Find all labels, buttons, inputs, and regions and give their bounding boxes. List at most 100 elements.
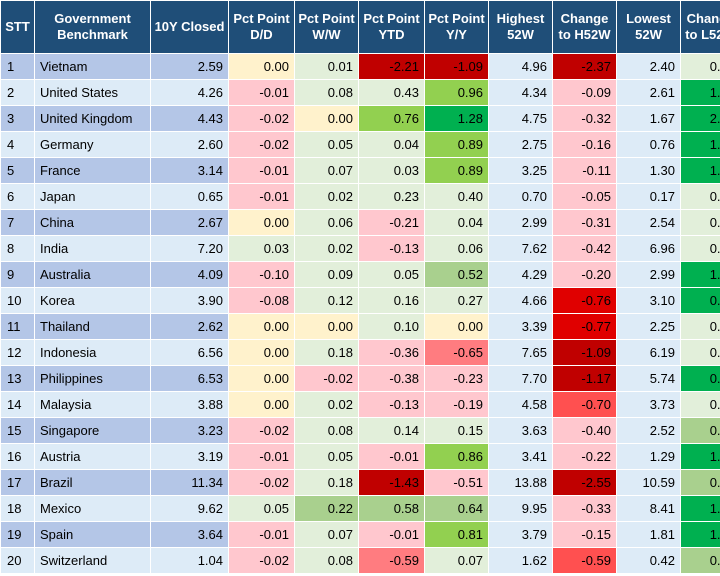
cell-closed: 3.23 xyxy=(150,417,229,444)
cell-closed: 3.64 xyxy=(150,521,229,548)
cell-benchmark: Philippines xyxy=(34,365,151,392)
table-row[interactable]: 2 United States 4.26 -0.01 0.08 0.43 0.96 4.34-… xyxy=(0,79,720,106)
table-row[interactable]: 5 France 3.14 -0.01 0.07 0.03 0.89 3.25 -0.11 1.3… xyxy=(0,157,720,184)
cell-ytd: 0.03 xyxy=(358,157,425,184)
cell-benchmark: Malaysia xyxy=(34,391,151,418)
cell-closed: 3.14 xyxy=(150,157,229,184)
cell-ch52: -0.40 xyxy=(552,417,617,444)
header-cl52[interactable]: Change to L52W xyxy=(680,0,720,54)
cell-stt: 17 xyxy=(0,469,35,496)
table-row[interactable]: 9 Australia 4.09 -0.10 0.09 0.05 0.52 4.29 -0.20… xyxy=(0,261,720,288)
header-ch52[interactable]: Change to H52W xyxy=(552,0,617,54)
table-row[interactable]: 13 Philippines 6.53 0.00 -0.02 -0.38 -0.23 7.70… xyxy=(0,365,720,392)
cell-dd: -0.10 xyxy=(228,261,295,288)
header-dd[interactable]: Pct Point D/D xyxy=(228,0,295,54)
cell-l52: 0.76 xyxy=(616,131,681,158)
table-row[interactable]: 8 India 7.20 0.03 0.02 -0.13 0.06 7.62 -0.42 6.96… xyxy=(0,235,720,262)
table-row[interactable]: 12 Indonesia 6.56 0.00 0.18 -0.36 -0.65 7.65 -1.… xyxy=(0,339,720,366)
table-row[interactable]: 3 United Kingdom 4.43 -0.02 0.00 0.76 1.28 4.75… xyxy=(0,105,720,132)
cell-yy: -0.51 xyxy=(424,469,489,496)
cell-stt: 5 xyxy=(0,157,35,184)
cell-cl52: 0.19 xyxy=(680,53,720,80)
cell-ww: 0.12 xyxy=(294,287,359,314)
table-row[interactable]: 15 Singapore 3.23 -0.02 0.08 0.14 0.15 3.63 -0.4… xyxy=(0,417,720,444)
cell-ww: 0.06 xyxy=(294,209,359,236)
cell-yy: 0.96 xyxy=(424,79,489,106)
cell-ytd: -0.59 xyxy=(358,547,425,574)
header-stt[interactable]: STT xyxy=(0,0,35,54)
cell-yy: 0.00 xyxy=(424,313,489,340)
table-row[interactable]: 16 Austria 3.19 -0.01 0.05 -0.01 0.86 3.41 -0.22… xyxy=(0,443,720,470)
cell-benchmark: Indonesia xyxy=(34,339,151,366)
cell-cl52: 1.84 xyxy=(680,157,720,184)
header-yy[interactable]: Pct Point Y/Y xyxy=(424,0,489,54)
table-row[interactable]: 7 China 2.67 0.00 0.06 -0.21 0.04 2.99 -0.31 2.54… xyxy=(0,209,720,236)
cell-ch52: -2.55 xyxy=(552,469,617,496)
cell-closed: 4.43 xyxy=(150,105,229,132)
cell-stt: 10 xyxy=(0,287,35,314)
table-row[interactable]: 17 Brazil 11.34 -0.02 0.18 -1.43 -0.51 13.88 -2.… xyxy=(0,469,720,496)
cell-yy: 0.15 xyxy=(424,417,489,444)
cell-ch52: -0.42 xyxy=(552,235,617,262)
cell-benchmark: India xyxy=(34,235,151,262)
cell-dd: -0.02 xyxy=(228,105,295,132)
cell-ytd: 0.10 xyxy=(358,313,425,340)
cell-h52: 9.95 xyxy=(488,495,553,522)
cell-ytd: -0.13 xyxy=(358,391,425,418)
cell-l52: 1.81 xyxy=(616,521,681,548)
table-row[interactable]: 6 Japan 0.65 -0.01 0.02 0.23 0.40 0.70 -0.05 0.17… xyxy=(0,183,720,210)
cell-h52: 7.62 xyxy=(488,235,553,262)
cell-benchmark: Brazil xyxy=(34,469,151,496)
header-l52[interactable]: Lowest 52W xyxy=(616,0,681,54)
cell-benchmark: Spain xyxy=(34,521,151,548)
header-ww[interactable]: Pct Point W/W xyxy=(294,0,359,54)
cell-cl52: 0.24 xyxy=(680,235,720,262)
cell-ww: 0.05 xyxy=(294,443,359,470)
table-row[interactable]: 14 Malaysia 3.88 0.00 0.02 -0.13 -0.19 4.58 -0.7… xyxy=(0,391,720,418)
cell-yy: -0.65 xyxy=(424,339,489,366)
cell-ww: 0.07 xyxy=(294,521,359,548)
cell-cl52: 0.79 xyxy=(680,365,720,392)
cell-ytd: -2.21 xyxy=(358,53,425,80)
table-row[interactable]: 18 Mexico 9.62 0.05 0.22 0.58 0.64 9.95 -0.33 8.4… xyxy=(0,495,720,522)
cell-closed: 4.26 xyxy=(150,79,229,106)
cell-closed: 3.90 xyxy=(150,287,229,314)
cell-ytd: 0.58 xyxy=(358,495,425,522)
header-h52[interactable]: Highest 52W xyxy=(488,0,553,54)
cell-cl52: 0.71 xyxy=(680,417,720,444)
cell-dd: 0.05 xyxy=(228,495,295,522)
cell-closed: 9.62 xyxy=(150,495,229,522)
header-closed[interactable]: 10Y Closed xyxy=(150,0,229,54)
table-row[interactable]: 20 Switzerland 1.04 -0.02 0.08 -0.59 0.07 1.62-… xyxy=(0,547,720,574)
table-row[interactable]: 1 Vietnam 2.59 0.00 0.01 -2.21 -1.09 4.96 -2.37 2… xyxy=(0,53,720,80)
cell-cl52: 0.38 xyxy=(680,339,720,366)
cell-h52: 4.58 xyxy=(488,391,553,418)
cell-yy: 0.89 xyxy=(424,131,489,158)
cell-ch52: -1.17 xyxy=(552,365,617,392)
cell-yy: 0.40 xyxy=(424,183,489,210)
table-row[interactable]: 4 Germany 2.60 -0.02 0.05 0.04 0.89 2.75 -0.16 0.… xyxy=(0,131,720,158)
header-ytd[interactable]: Pct Point YTD xyxy=(358,0,425,54)
cell-stt: 9 xyxy=(0,261,35,288)
header-benchmark[interactable]: Government Benchmark xyxy=(34,0,151,54)
cell-yy: -1.09 xyxy=(424,53,489,80)
cell-yy: 0.27 xyxy=(424,287,489,314)
cell-ch52: -0.15 xyxy=(552,521,617,548)
table-row[interactable]: 10 Korea 3.90 -0.08 0.12 0.16 0.27 4.66 -0.76 3.1… xyxy=(0,287,720,314)
cell-ww: 0.02 xyxy=(294,391,359,418)
cell-ww: 0.00 xyxy=(294,313,359,340)
cell-dd: -0.01 xyxy=(228,157,295,184)
cell-cl52: 1.90 xyxy=(680,443,720,470)
cell-dd: -0.02 xyxy=(228,469,295,496)
table-row[interactable]: 11 Thailand 2.62 0.00 0.00 0.10 0.00 3.39 -0.77 2… xyxy=(0,313,720,340)
table-row[interactable]: 19 Spain 3.64 -0.01 0.07 -0.01 0.81 3.79 -0.15 1.… xyxy=(0,521,720,548)
cell-yy: -0.19 xyxy=(424,391,489,418)
header-row: STT Government Benchmark 10Y Closed Pct … xyxy=(0,0,720,54)
cell-stt: 13 xyxy=(0,365,35,392)
cell-yy: 1.28 xyxy=(424,105,489,132)
cell-closed: 3.88 xyxy=(150,391,229,418)
cell-l52: 1.67 xyxy=(616,105,681,132)
cell-dd: 0.00 xyxy=(228,53,295,80)
cell-l52: 8.41 xyxy=(616,495,681,522)
cell-stt: 16 xyxy=(0,443,35,470)
